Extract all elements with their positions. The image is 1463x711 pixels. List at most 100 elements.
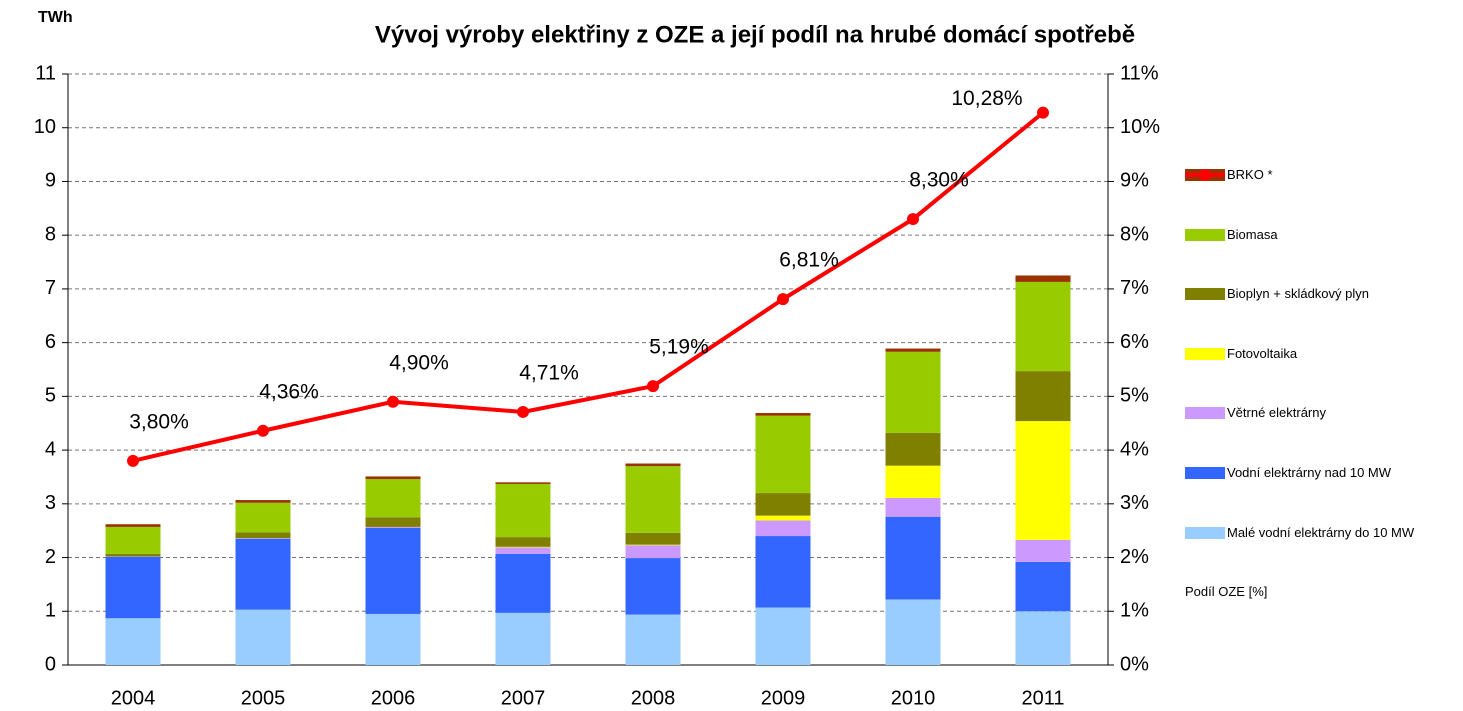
x-tick-label: 2009 bbox=[761, 687, 806, 709]
bar-segment bbox=[1015, 281, 1071, 372]
bar-segment bbox=[1015, 539, 1071, 562]
y-tick-label: 11 bbox=[35, 62, 56, 84]
bar-segment bbox=[105, 557, 161, 619]
legend-item: Biomasa bbox=[1185, 226, 1463, 288]
y-tick-label: 4 bbox=[45, 438, 56, 460]
bar-segment bbox=[495, 483, 551, 538]
y-tick-label: 7 bbox=[45, 277, 56, 299]
bar-segment bbox=[755, 515, 811, 521]
legend-label: Malé vodní elektrárny do 10 MW bbox=[1227, 524, 1415, 540]
line-point bbox=[517, 405, 529, 418]
bar-segment bbox=[365, 527, 421, 614]
bar-segment bbox=[235, 538, 291, 610]
bar-segment bbox=[885, 516, 941, 600]
y-tick-label: 6 bbox=[45, 331, 56, 353]
y2-tick-label: 3% bbox=[1120, 492, 1149, 514]
bar-segment bbox=[885, 432, 941, 466]
y2-tick-label: 2% bbox=[1120, 546, 1149, 568]
bar-segment bbox=[625, 558, 681, 615]
bar-segment bbox=[755, 493, 811, 516]
legend-item: Malé vodní elektrárny do 10 MW bbox=[1185, 524, 1463, 586]
chart-title: Vývoj výroby elektřiny z OZE a její podí… bbox=[375, 21, 1135, 48]
bar-segment bbox=[885, 599, 941, 665]
bar-segment bbox=[365, 479, 421, 518]
y-tick-label: 3 bbox=[45, 492, 56, 514]
bar-segment bbox=[1015, 275, 1071, 282]
bar-segment bbox=[625, 545, 681, 559]
bar-segment bbox=[235, 538, 291, 539]
legend-label: Podíl OZE [%] bbox=[1185, 584, 1268, 600]
x-tick-label: 2011 bbox=[1021, 687, 1064, 709]
y2-tick-label: 1% bbox=[1120, 600, 1149, 622]
data-label: 4,36% bbox=[259, 380, 319, 403]
bar-segment bbox=[495, 537, 551, 547]
line-point bbox=[1037, 106, 1049, 119]
line-point bbox=[647, 380, 659, 393]
legend-label: Biomasa bbox=[1227, 226, 1278, 242]
bar-segment bbox=[495, 553, 551, 613]
bar-segment bbox=[755, 413, 811, 416]
line bbox=[132, 111, 1045, 463]
bar-segment bbox=[885, 497, 941, 517]
legend-label: BRKO * bbox=[1227, 167, 1273, 182]
bar-segment bbox=[1015, 611, 1071, 665]
legend-label: Bioplyn + skládkový plyn bbox=[1227, 286, 1369, 302]
legend: BRKO * Biomasa Bioplyn + skládkový plyn Fot… bbox=[1185, 167, 1463, 645]
legend-swatch bbox=[1185, 169, 1225, 181]
line-point bbox=[127, 454, 139, 467]
legend-label: Větrné elektrárny bbox=[1227, 405, 1326, 421]
legend-swatch bbox=[1185, 466, 1225, 479]
y2-tick-label: 7% bbox=[1120, 277, 1149, 299]
bar-segment bbox=[755, 520, 811, 537]
y2-tick-label: 5% bbox=[1120, 385, 1149, 407]
legend-marker bbox=[1199, 169, 1211, 181]
legend-item: Větrné elektrárny bbox=[1185, 405, 1463, 466]
data-label: 3,80% bbox=[129, 410, 189, 433]
bar-segment bbox=[885, 348, 941, 352]
bar-segment bbox=[235, 502, 291, 533]
bar-segment bbox=[365, 476, 421, 480]
legend-item: BRKO * bbox=[1185, 167, 1463, 228]
y-tick-label: 8 bbox=[45, 223, 56, 245]
line-point bbox=[777, 293, 789, 306]
y2-tick-label: 0% bbox=[1120, 653, 1149, 675]
bar-segment bbox=[885, 351, 941, 433]
legend-label: Vodní elektrárny nad 10 MW bbox=[1227, 464, 1392, 480]
data-label: 4,90% bbox=[389, 351, 449, 374]
line-point bbox=[387, 395, 399, 408]
legend-item: Podíl OZE [%] bbox=[1185, 169, 1463, 645]
bar-segment bbox=[1015, 421, 1071, 540]
x-tick-label: 2008 bbox=[631, 687, 676, 709]
bar-segment bbox=[235, 532, 291, 539]
bar-segment bbox=[105, 553, 161, 557]
legend-swatch bbox=[1185, 288, 1225, 301]
bar-segment bbox=[625, 466, 681, 533]
bar-segment bbox=[105, 618, 161, 665]
bar-segment bbox=[105, 524, 161, 527]
data-label: 8,30% bbox=[909, 169, 969, 192]
legend-item: Bioplyn + skládkový plyn bbox=[1185, 286, 1463, 347]
bar-segment bbox=[755, 415, 811, 494]
line-point bbox=[907, 213, 919, 226]
y2-tick-label: 9% bbox=[1120, 170, 1149, 192]
y2-tick-label: 10% bbox=[1120, 116, 1160, 138]
bar-segment bbox=[885, 465, 941, 498]
x-tick-label: 2006 bbox=[371, 687, 416, 709]
y-tick-label: 1 bbox=[45, 600, 56, 622]
y-tick-label: 9 bbox=[45, 170, 56, 192]
bar-segment bbox=[365, 517, 421, 527]
x-tick-label: 2007 bbox=[501, 687, 546, 709]
bar-segment bbox=[495, 612, 551, 665]
y2-tick-label: 11% bbox=[1120, 62, 1159, 84]
bar-segment bbox=[495, 482, 551, 484]
bar-segment bbox=[235, 500, 291, 503]
bar-segment bbox=[105, 526, 161, 554]
legend-item: Vodní elektrárny nad 10 MW bbox=[1185, 464, 1463, 526]
bar-segment bbox=[235, 609, 291, 665]
bar-segment bbox=[365, 613, 421, 665]
bar-segment bbox=[1015, 561, 1071, 612]
data-label: 10,28% bbox=[951, 87, 1022, 110]
legend-swatch bbox=[1185, 228, 1225, 241]
